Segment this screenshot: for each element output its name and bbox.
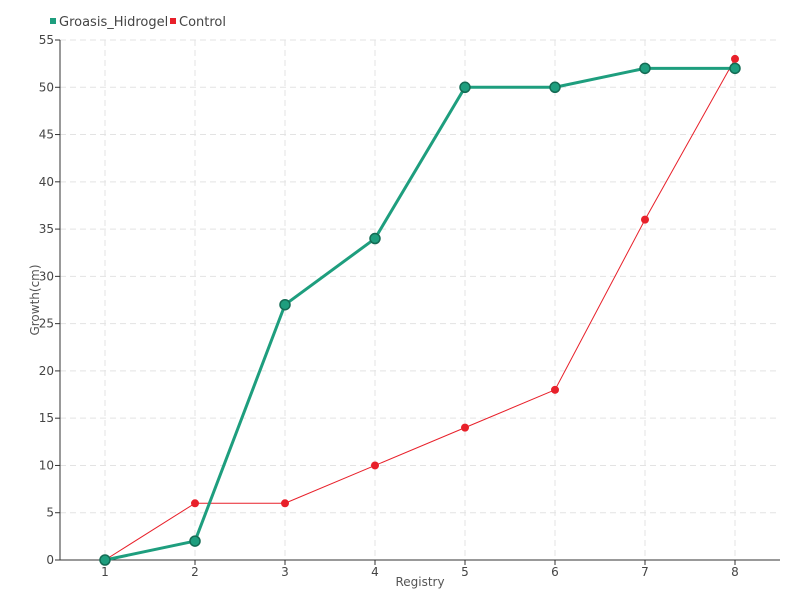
- data-point-control: [281, 499, 289, 508]
- x-tick-label: 6: [551, 565, 559, 579]
- legend-swatch: [170, 18, 176, 24]
- y-tick-label: 45: [39, 128, 54, 142]
- data-point-control: [191, 499, 199, 508]
- x-tick-label: 5: [461, 565, 469, 579]
- legend: Groasis_Hidrogel Control: [50, 15, 226, 30]
- legend-label: Control: [179, 15, 226, 30]
- x-tick-label: 7: [641, 565, 649, 579]
- data-point-groasis-hidrogel: [639, 62, 651, 75]
- x-ticks: 1 2 3 4 5 6 7 8: [101, 560, 739, 579]
- data-point-control: [641, 215, 649, 224]
- y-axis-label: Growth(cm): [28, 264, 42, 335]
- data-point-groasis-hidrogel: [99, 554, 111, 566]
- x-tick-label: 2: [191, 565, 199, 579]
- data-point-control: [731, 54, 739, 63]
- data-point-groasis-hidrogel: [369, 232, 381, 245]
- y-tick-label: 50: [39, 80, 54, 94]
- data-point-groasis-hidrogel: [459, 81, 471, 94]
- y-tick-label: 35: [39, 222, 54, 236]
- x-tick-label: 4: [371, 565, 379, 579]
- x-axis-label: Registry: [395, 575, 444, 589]
- y-ticks: 0 5 10 15 20 25 30 35 40 45 50 55: [39, 33, 60, 567]
- y-tick-label: 15: [39, 411, 54, 425]
- data-point-control: [461, 423, 469, 432]
- data-point-control: [551, 385, 559, 394]
- x-tick-label: 3: [281, 565, 289, 579]
- data-point-groasis-hidrogel: [549, 81, 561, 94]
- y-tick-label: 30: [39, 269, 54, 283]
- x-tick-label: 8: [731, 565, 739, 579]
- axes: [59, 40, 780, 561]
- legend-label: Groasis_Hidrogel: [59, 15, 168, 30]
- y-tick-label: 55: [39, 33, 54, 47]
- y-tick-label: 0: [46, 553, 54, 567]
- y-tick-label: 5: [46, 506, 54, 520]
- series-group: [99, 54, 741, 566]
- x-tick-label: 1: [101, 565, 109, 579]
- y-tick-label: 40: [39, 175, 54, 189]
- y-tick-label: 20: [39, 364, 54, 378]
- y-tick-label: 25: [39, 317, 54, 331]
- series-line-groasis-hidrogel: [103, 66, 737, 562]
- data-point-groasis-hidrogel: [729, 62, 741, 75]
- data-point-groasis-hidrogel: [189, 535, 201, 547]
- grid: [60, 39, 780, 560]
- data-point-control: [371, 461, 379, 470]
- y-tick-label: 10: [39, 458, 54, 472]
- data-point-groasis-hidrogel: [279, 298, 291, 311]
- legend-swatch: [50, 18, 56, 24]
